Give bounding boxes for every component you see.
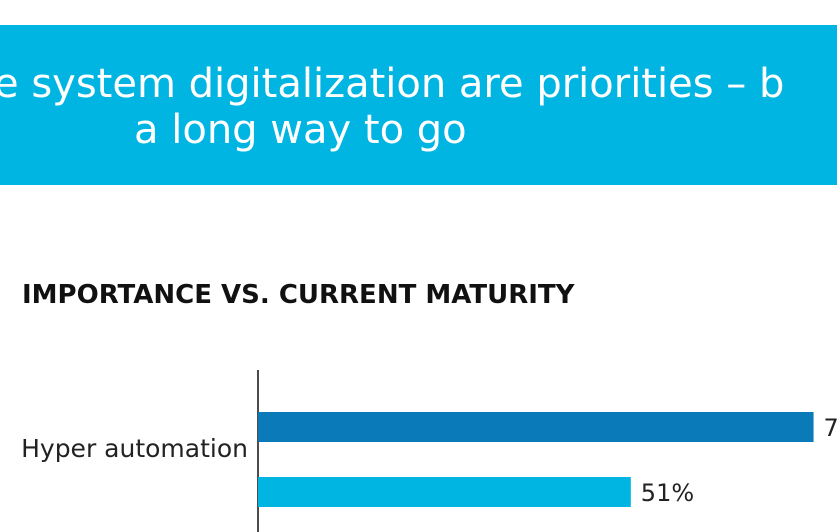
- bar: [258, 477, 631, 507]
- banner-line: a long way to go: [134, 107, 467, 153]
- chart-title: IMPORTANCE VS. CURRENT MATURITY: [22, 280, 576, 310]
- bar: [258, 412, 814, 442]
- value-label: 51%: [641, 479, 694, 507]
- banner: [0, 25, 837, 185]
- value-label: 76%: [824, 414, 837, 442]
- category-label: Hyper automation: [21, 434, 248, 463]
- banner-line: e system digitalization are priorities –…: [0, 61, 784, 107]
